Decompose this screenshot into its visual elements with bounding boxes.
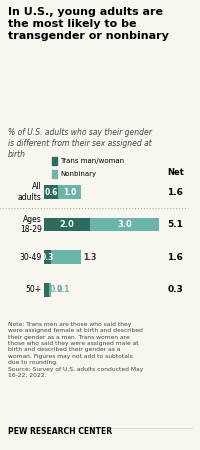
Text: 0.2: 0.2 [50,285,63,294]
Text: 30-49: 30-49 [19,252,42,261]
Text: Net: Net [167,168,184,177]
Bar [52,170,57,178]
Bar [44,250,51,264]
Bar [51,250,81,264]
Text: All
adults: All adults [18,182,42,202]
Text: 2.0: 2.0 [60,220,75,229]
Text: 1.6: 1.6 [167,252,183,261]
Text: % of U.S. adults who say their gender
is different from their sex assigned at
bi: % of U.S. adults who say their gender is… [8,128,152,159]
Bar [58,185,81,199]
Text: 0.3: 0.3 [167,285,183,294]
Bar [49,283,51,297]
Text: PEW RESEARCH CENTER: PEW RESEARCH CENTER [8,427,112,436]
Text: 5.1: 5.1 [167,220,183,229]
Text: Nonbinary: Nonbinary [60,171,96,177]
Text: Ages
18-29: Ages 18-29 [20,215,42,234]
Text: 50+: 50+ [26,285,42,294]
Text: 1.6: 1.6 [167,188,183,197]
Text: Trans man/woman: Trans man/woman [60,158,124,164]
Text: 0.1: 0.1 [57,285,70,294]
Text: Note: Trans men are those who said they
were assigned female at birth and descri: Note: Trans men are those who said they … [8,322,143,378]
Text: 0.6: 0.6 [44,188,58,197]
Text: 0.3: 0.3 [41,252,54,261]
Bar [52,157,57,165]
Text: In U.S., young adults are
the most likely to be
transgender or nonbinary: In U.S., young adults are the most likel… [8,7,169,41]
Text: 1.0: 1.0 [63,188,76,197]
Bar [44,185,58,199]
Text: 1.3: 1.3 [83,252,97,261]
Bar [44,218,90,231]
Bar [90,218,159,231]
Text: 3.0: 3.0 [117,220,132,229]
Bar [44,283,49,297]
